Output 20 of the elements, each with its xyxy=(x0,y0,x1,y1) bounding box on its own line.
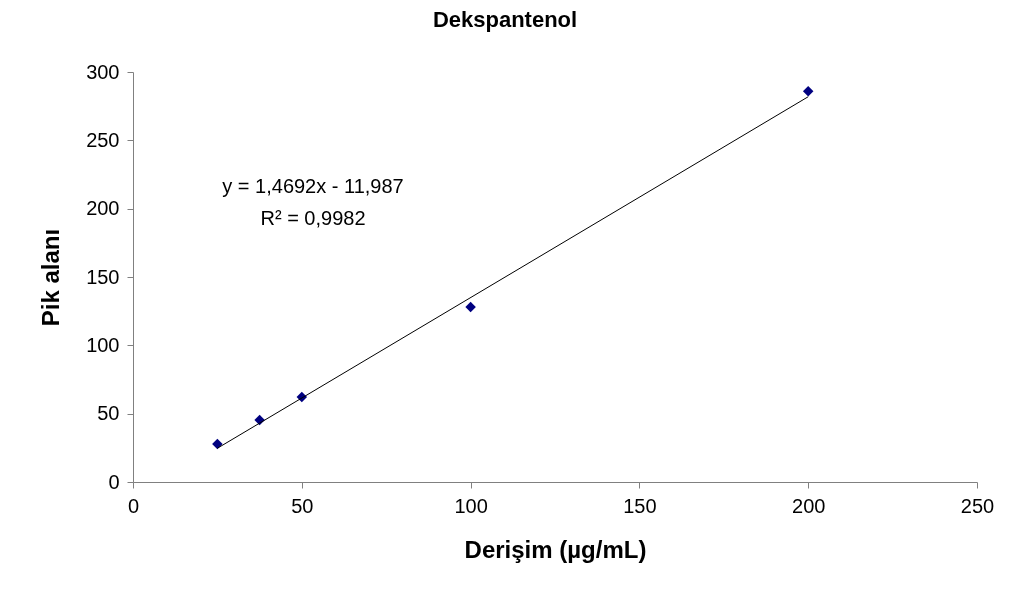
y-tick-label: 250 xyxy=(86,128,120,151)
y-tick-label: 150 xyxy=(86,265,120,288)
x-tick-label: 100 xyxy=(454,494,488,517)
y-tick-label: 100 xyxy=(86,333,120,356)
annotation: R² = 0,9982 xyxy=(260,207,366,229)
x-tick-label: 50 xyxy=(291,494,314,517)
y-tick-label: 50 xyxy=(97,402,120,425)
y-tick-label: 200 xyxy=(86,197,120,220)
y-tick-label: 300 xyxy=(86,60,120,83)
x-tick-label: 200 xyxy=(792,494,826,517)
x-tick-label: 250 xyxy=(960,494,995,517)
chart-title: Dekspantenol xyxy=(432,7,578,32)
y-tick-label: 0 xyxy=(108,470,120,493)
x-tick-label: 150 xyxy=(623,494,657,517)
x-tick-label: 0 xyxy=(127,494,140,517)
annotation: y = 1,4692x - 11,987 xyxy=(222,175,404,197)
x-axis-title: Derişim (µg/mL) xyxy=(464,535,647,563)
point xyxy=(802,85,814,97)
point xyxy=(465,301,476,313)
y-axis-title: Pik alanı xyxy=(37,228,65,327)
